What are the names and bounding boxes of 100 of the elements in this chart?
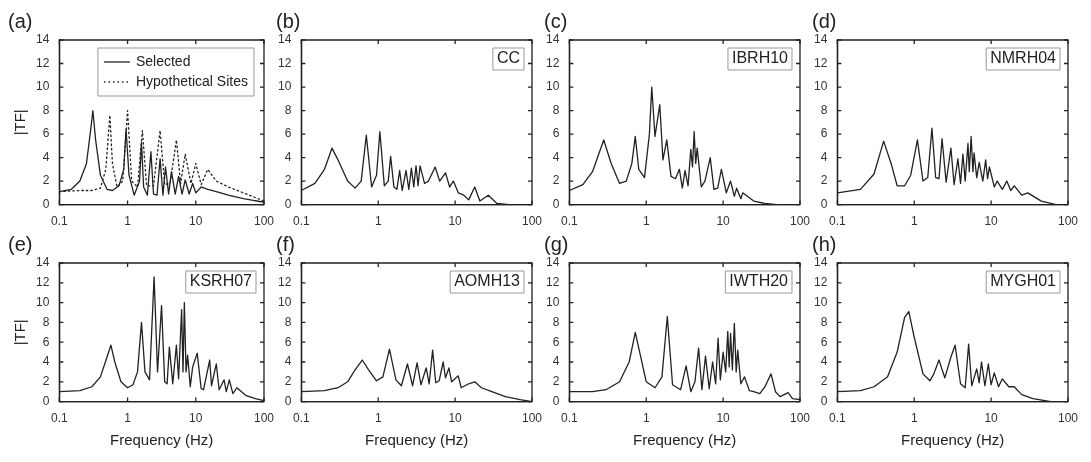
y-tick-label: 6 xyxy=(42,334,50,349)
chart-title: (d) xyxy=(812,9,837,32)
y-tick-label: 8 xyxy=(42,102,50,117)
annotation: AOMH13 xyxy=(454,272,521,290)
y-tick-label: 2 xyxy=(552,173,560,188)
x-axis-title: Frequency (Hz) xyxy=(364,431,469,449)
y-tick-label: 6 xyxy=(42,126,50,141)
y-tick-label: 4 xyxy=(820,149,828,164)
y-tick-label: 14 xyxy=(35,32,50,47)
y-tick-label: 14 xyxy=(277,32,292,47)
x-tick-label: 1 xyxy=(124,411,132,426)
x-tick-label: 100 xyxy=(253,411,275,426)
y-tick-label: 2 xyxy=(284,374,292,389)
y-tick-label: 0 xyxy=(552,393,560,408)
y-tick-label: 0 xyxy=(42,393,50,408)
y-tick-label: 14 xyxy=(545,255,560,270)
annotation: CC xyxy=(496,49,520,67)
y-tick-label: 2 xyxy=(42,173,50,188)
y-tick-label: 4 xyxy=(284,149,292,164)
x-tick-label: 10 xyxy=(189,411,203,426)
y-tick-label: 12 xyxy=(545,55,560,70)
annotation: MYGH01 xyxy=(990,272,1057,290)
annotation: IBRH10 xyxy=(731,49,789,67)
y-tick-label: 2 xyxy=(820,173,828,188)
chart-title: (c) xyxy=(544,9,568,32)
y-tick-label: 8 xyxy=(42,314,50,329)
y-tick-label: 14 xyxy=(35,255,50,270)
y-tick-label: 2 xyxy=(42,374,50,389)
chart-title: (e) xyxy=(8,232,33,255)
annotation: NMRH04 xyxy=(990,49,1057,67)
y-tick-label: 4 xyxy=(820,354,828,369)
x-tick-label: 1 xyxy=(374,214,382,229)
x-tick-label: 0.1 xyxy=(51,214,69,229)
x-tick-label: 100 xyxy=(253,214,275,229)
y-tick-label: 12 xyxy=(277,275,292,290)
y-tick-label: 10 xyxy=(545,79,560,94)
x-tick-label: 10 xyxy=(189,214,203,229)
x-tick-label: 100 xyxy=(1057,214,1079,229)
y-tick-label: 10 xyxy=(813,79,828,94)
y-tick-label: 12 xyxy=(35,55,50,70)
y-tick-label: 12 xyxy=(813,55,828,70)
y-axis-title: |TF| xyxy=(11,109,29,136)
x-tick-label: 100 xyxy=(789,214,811,229)
annotation: KSRH07 xyxy=(189,272,253,290)
y-tick-label: 8 xyxy=(284,102,292,117)
y-tick-label: 12 xyxy=(277,55,292,70)
y-tick-label: 4 xyxy=(42,149,50,164)
legend-label: Hypothetical Sites xyxy=(135,72,248,89)
y-tick-label: 10 xyxy=(277,294,292,309)
x-tick-label: 0.1 xyxy=(51,411,69,426)
y-tick-label: 6 xyxy=(284,334,292,349)
x-tick-label: 1 xyxy=(642,411,650,426)
y-tick-label: 12 xyxy=(35,275,50,290)
y-tick-label: 4 xyxy=(552,354,560,369)
y-tick-label: 10 xyxy=(545,294,560,309)
y-tick-label: 6 xyxy=(552,126,560,141)
x-tick-label: 1 xyxy=(910,214,918,229)
y-tick-label: 2 xyxy=(284,173,292,188)
y-tick-label: 10 xyxy=(277,79,292,94)
y-tick-label: 14 xyxy=(545,32,560,47)
y-tick-label: 6 xyxy=(552,334,560,349)
x-tick-label: 0.1 xyxy=(293,411,311,426)
chart-title: (b) xyxy=(276,9,301,32)
x-axis-title: Frequency (Hz) xyxy=(900,431,1005,449)
x-tick-label: 1 xyxy=(124,214,132,229)
y-tick-label: 14 xyxy=(813,255,828,270)
x-tick-label: 10 xyxy=(716,214,731,229)
y-tick-label: 8 xyxy=(820,102,828,117)
y-axis-title: |TF| xyxy=(11,319,29,346)
y-tick-label: 4 xyxy=(42,354,50,369)
x-axis-title: Frequency (Hz) xyxy=(109,431,214,449)
chart-title: (g) xyxy=(544,232,569,255)
y-tick-label: 0 xyxy=(552,196,560,211)
y-tick-label: 0 xyxy=(42,196,50,211)
y-tick-label: 2 xyxy=(552,374,560,389)
x-tick-label: 0.1 xyxy=(829,411,847,426)
x-tick-label: 0.1 xyxy=(829,214,847,229)
x-tick-label: 10 xyxy=(984,214,999,229)
y-tick-label: 14 xyxy=(813,32,828,47)
x-tick-label: 10 xyxy=(448,411,463,426)
y-tick-label: 14 xyxy=(277,255,292,270)
x-tick-label: 10 xyxy=(716,411,731,426)
x-tick-label: 100 xyxy=(789,411,811,426)
y-tick-label: 2 xyxy=(820,374,828,389)
chart-title: (h) xyxy=(812,232,837,255)
y-tick-label: 12 xyxy=(545,275,560,290)
y-tick-label: 4 xyxy=(284,354,292,369)
legend-label: Selected xyxy=(135,52,191,69)
chart-title: (a) xyxy=(8,9,33,32)
y-tick-label: 10 xyxy=(35,79,50,94)
x-tick-label: 1 xyxy=(910,411,918,426)
x-tick-label: 100 xyxy=(521,411,543,426)
x-tick-label: 100 xyxy=(1057,411,1079,426)
y-tick-label: 0 xyxy=(820,393,828,408)
y-tick-label: 0 xyxy=(284,393,292,408)
y-tick-label: 12 xyxy=(813,275,828,290)
y-tick-label: 10 xyxy=(813,294,828,309)
y-tick-label: 10 xyxy=(35,294,50,309)
x-tick-label: 10 xyxy=(448,214,463,229)
y-tick-label: 0 xyxy=(820,196,828,211)
